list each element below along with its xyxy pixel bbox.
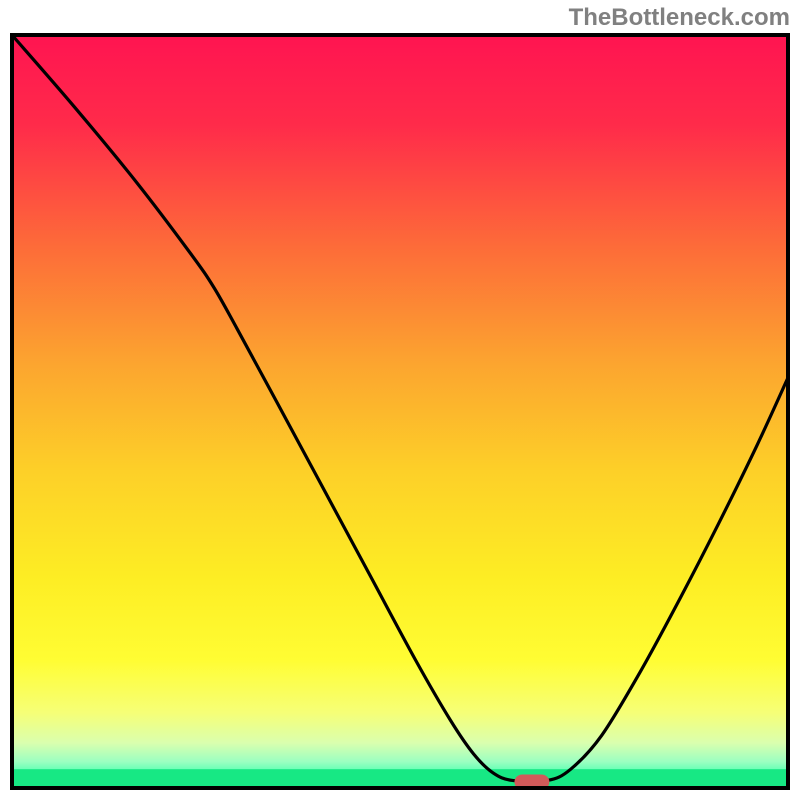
gradient-background [12,35,788,788]
chart-container: TheBottleneck.com [0,0,800,800]
watermark-text: TheBottleneck.com [569,4,790,32]
green-strip [12,769,788,788]
gradient-chart [0,0,800,800]
